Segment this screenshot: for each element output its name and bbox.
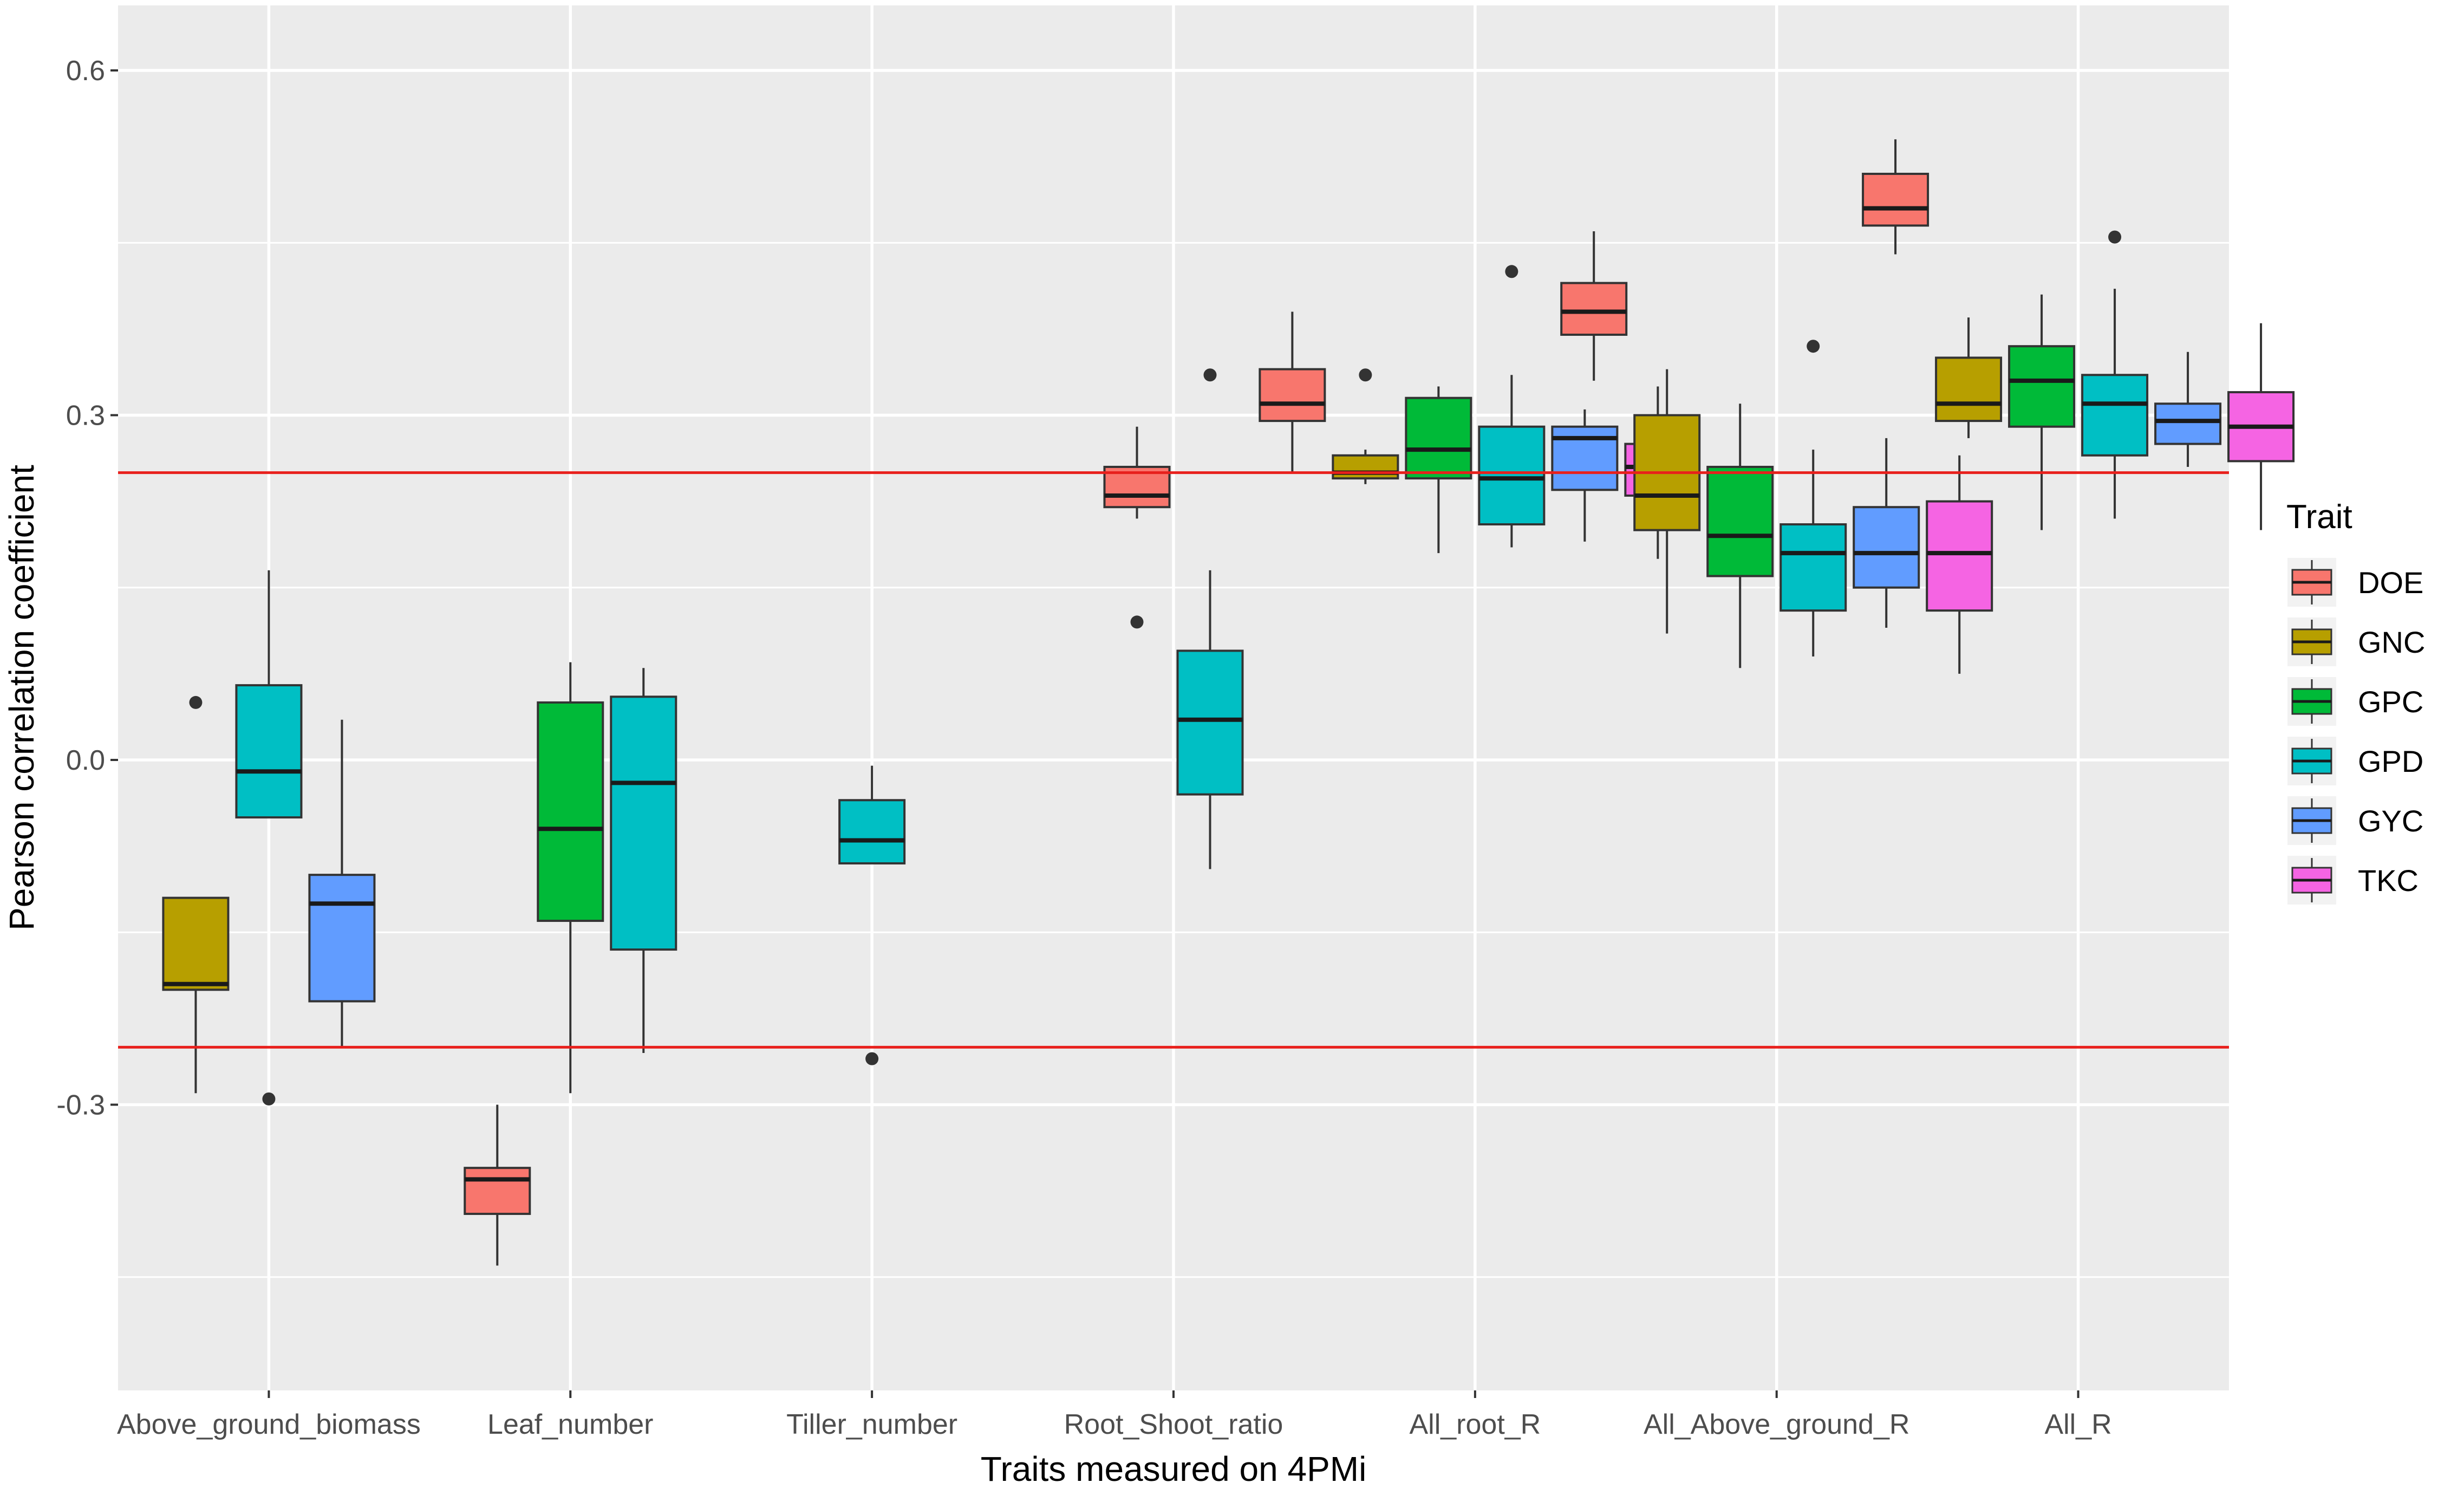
legend-item-doe: DOE (2287, 558, 2423, 607)
box-doe (1560, 231, 1628, 381)
box-body (2081, 374, 2149, 457)
box-doe (1259, 311, 1326, 473)
box-gpd (1779, 340, 1847, 657)
legend-item-gpc: GPC (2287, 677, 2423, 726)
x-tick-label: Leaf_number (487, 1409, 653, 1440)
box-gpd (610, 668, 677, 1054)
box-gpc (1405, 386, 1472, 554)
y-tick-label: -0.3 (56, 1090, 105, 1121)
y-tick-label: 0.3 (66, 400, 105, 431)
box-body (1706, 465, 1774, 577)
x-tick-label: All_root_R (1409, 1409, 1541, 1440)
box-body (1862, 172, 1930, 227)
legend-label: GPD (2358, 744, 2423, 778)
box-gyc (1551, 409, 1619, 542)
box-gnc (162, 695, 230, 1094)
legend-item-tkc: TKC (2287, 856, 2419, 905)
x-tick-label: All_Above_ground_R (1644, 1409, 1909, 1440)
box-body (2008, 345, 2076, 428)
major-gridlines (118, 5, 2229, 1390)
box-body (537, 701, 604, 922)
x-axis: Above_ground_biomass Leaf_number Tiller_nu… (117, 1390, 2112, 1440)
box-body (1332, 454, 1399, 480)
box-body (1405, 396, 1472, 480)
box-doe (464, 1104, 531, 1266)
y-axis-title: Pearson correlation coefficient (2, 465, 41, 931)
outlier-point (262, 1092, 276, 1106)
x-tick-label: Above_ground_biomass (117, 1409, 421, 1440)
box-gpc (2008, 294, 2076, 530)
box-body (2154, 402, 2222, 445)
legend-item-gpd: GPD (2287, 737, 2423, 785)
box-body (1176, 649, 1244, 796)
outlier-point (1359, 368, 1372, 382)
box-gpc (537, 662, 604, 1094)
legend-label: GNC (2358, 625, 2425, 659)
box-gnc (1935, 317, 2003, 438)
y-tick-label: 0.6 (66, 55, 105, 87)
box-body (1779, 523, 1847, 612)
y-axis: -0.3 0.0 0.3 0.6 (56, 55, 118, 1121)
box-body (1926, 500, 1993, 612)
legend: Trait DOE GNC GPC GPD GYC TKC (2286, 498, 2425, 905)
outlier-point (1807, 340, 1820, 353)
legend-label: TKC (2358, 863, 2419, 898)
box-gyc (308, 719, 376, 1048)
box-body (235, 684, 303, 819)
legend-item-gyc: GYC (2287, 796, 2423, 845)
legend-title: Trait (2286, 498, 2352, 536)
box-body (610, 695, 677, 951)
box-gyc (2154, 352, 2222, 467)
box-layer (162, 139, 2295, 1266)
x-tick-label: Root_Shoot_ratio (1064, 1409, 1283, 1440)
reference-lines (118, 471, 2229, 1049)
box-body (1259, 368, 1326, 422)
box-gpd (1176, 368, 1244, 869)
box-tkc (1926, 455, 1993, 674)
legend-item-gnc: GNC (2287, 617, 2425, 666)
box-gpc (1706, 404, 1774, 668)
legend-label: GYC (2358, 804, 2423, 838)
outlier-point (1130, 615, 1144, 629)
box-body (838, 799, 906, 864)
outlier-point (2108, 230, 2122, 244)
outlier-point (1505, 265, 1518, 278)
box-body (308, 874, 376, 1003)
outlier-point (865, 1052, 879, 1065)
box-body (1560, 282, 1628, 336)
x-tick-label: All_R (2044, 1409, 2111, 1440)
x-tick-label: Tiller_number (786, 1409, 957, 1440)
box-body (1935, 356, 2003, 422)
legend-label: DOE (2358, 565, 2423, 600)
box-gpd (1478, 265, 1546, 548)
y-tick-label: 0.0 (66, 745, 105, 776)
box-tkc (2227, 323, 2295, 530)
box-body (464, 1167, 531, 1215)
box-gpd (838, 765, 906, 1065)
x-axis-title: Traits measured on 4PMi (981, 1449, 1367, 1488)
box-gpd (235, 570, 303, 1106)
legend-label: GPC (2358, 685, 2423, 719)
box-doe (1862, 139, 1930, 255)
box-body (1478, 425, 1546, 526)
outlier-point (189, 695, 203, 709)
box-gpd (2081, 230, 2149, 519)
outlier-point (1203, 368, 1217, 382)
box-gyc (1853, 438, 1920, 628)
box-body (1853, 506, 1920, 589)
box-body (162, 896, 230, 991)
